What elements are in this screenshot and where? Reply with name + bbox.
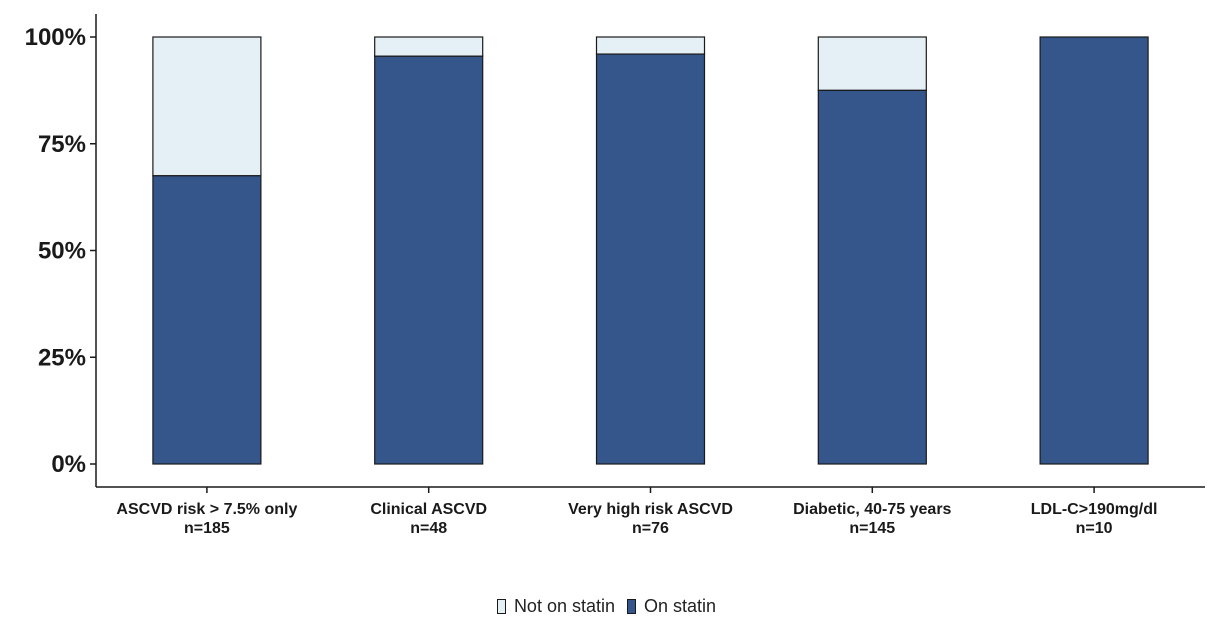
y-tick-label: 50%	[38, 238, 86, 265]
bar-segment-on-statin	[595, 53, 706, 465]
x-tick-count: n=145	[849, 520, 895, 537]
legend-swatch-on-statin	[627, 599, 636, 614]
y-tick-label: 25%	[38, 344, 86, 371]
legend-label-on-statin: On statin	[644, 596, 717, 616]
x-tick-count: n=76	[632, 520, 669, 537]
x-tick-label: LDL-C>190mg/dl	[1031, 501, 1158, 518]
x-tick-label: Very high risk ASCVD	[568, 501, 733, 518]
bar-segment-not-on-statin	[595, 36, 706, 55]
x-tick-count: n=185	[184, 520, 230, 537]
bar-segment-on-statin	[374, 55, 484, 465]
bar-segment-on-statin	[817, 89, 927, 465]
y-tick-label: 75%	[38, 131, 86, 158]
bar-segment-on-statin	[1039, 36, 1149, 465]
bars	[152, 36, 1149, 465]
y-tick-labels: 0% 25% 50% 75% 100%	[25, 24, 86, 478]
y-tick-label: 0%	[51, 451, 86, 478]
y-tick-label: 100%	[25, 24, 86, 51]
legend-label-not-on-statin: Not on statin	[513, 596, 615, 616]
x-tick-label: ASCVD risk > 7.5% only	[116, 501, 297, 518]
x-tick-labels: ASCVD risk > 7.5% only n=185 Clinical ASCV…	[116, 501, 1157, 537]
legend-swatch-not-on-statin	[496, 599, 506, 614]
bar-segment-not-on-statin	[374, 36, 484, 57]
x-tick-count: n=48	[410, 520, 447, 537]
bar-segment-not-on-statin	[817, 36, 927, 91]
bar-segment-not-on-statin	[152, 36, 262, 177]
stacked-bar-chart: ASCVD risk > 7.5% only n=185 Clinical ASCV…	[25, 14, 1205, 537]
x-tick-label: Clinical ASCVD	[370, 501, 487, 518]
legend-item-on-statin: On statin	[627, 596, 716, 617]
x-tick-label: Diabetic, 40-75 years	[793, 501, 951, 518]
axes	[90, 14, 1205, 493]
x-tick-count: n=10	[1076, 520, 1113, 537]
bar-segment-on-statin	[152, 175, 262, 465]
legend-item-not-on-statin: Not on statin	[496, 596, 615, 617]
legend: Not on statin On statin	[0, 596, 1219, 617]
